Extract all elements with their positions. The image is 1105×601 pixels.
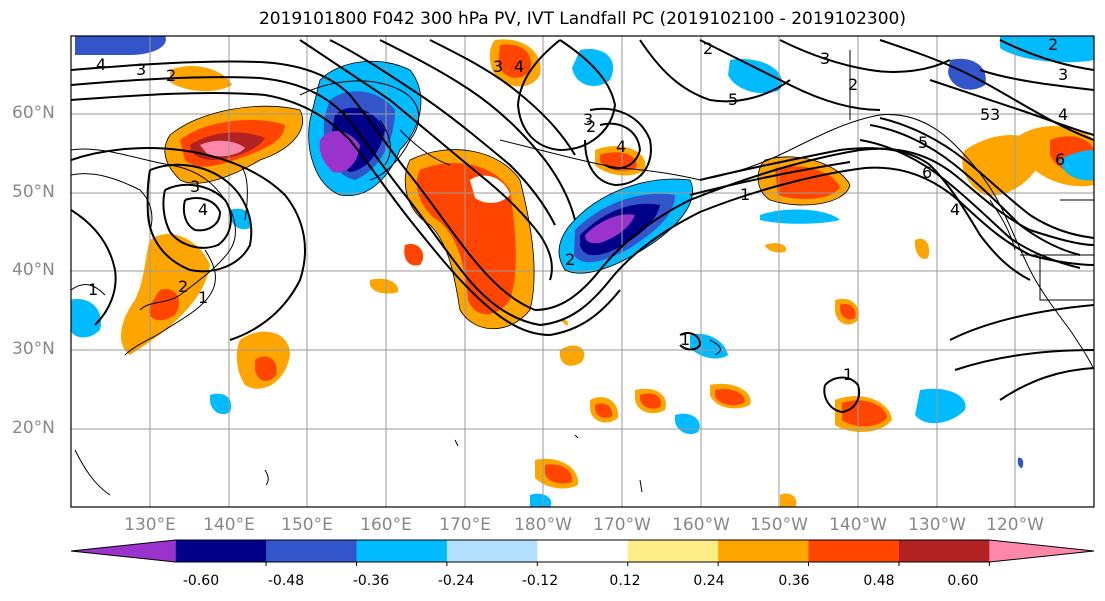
lat-label-20n: 20°N <box>12 418 55 438</box>
contour-label: 2 <box>703 39 713 58</box>
contour-label: 2 <box>1048 35 1058 54</box>
colorbar-tick-label: 0.36 <box>778 573 810 589</box>
contour-label: 4 <box>514 57 524 76</box>
lon-label-130e: 130°E <box>124 515 176 535</box>
lon-label-150e: 150°E <box>281 515 333 535</box>
contour-label: 1 <box>88 280 98 299</box>
contour-label: 4 <box>96 55 106 74</box>
contour-label: 2 <box>565 250 575 269</box>
colorbar-tick-label: -0.48 <box>267 573 305 589</box>
colorbar-extend-max <box>989 540 1094 562</box>
contour-label: 1 <box>198 288 208 307</box>
lon-label-160e: 160°E <box>360 515 412 535</box>
map-title: 2019101800 F042 300 hPa PV, IVT Landfall… <box>258 9 906 29</box>
contour-label: 3 <box>1058 65 1068 84</box>
contour-labels: 4 3 2 2 3 2 3 4 5 3 4 2 1 2 1 1 2 3 4 5 … <box>88 35 1068 384</box>
contour-label: 6 <box>1055 150 1065 169</box>
colorbar-tick-label: -0.12 <box>521 573 559 589</box>
lat-label-50n: 50°N <box>12 182 55 202</box>
lat-label-40n: 40°N <box>12 260 55 280</box>
lon-label-140w: 140°W <box>829 515 887 535</box>
graticule <box>71 36 1094 507</box>
colorbar-segment <box>898 540 990 562</box>
contour-label: 4 <box>198 200 208 219</box>
colorbar-tick-label: -0.24 <box>437 573 475 589</box>
colorbar-tick-label: 0.60 <box>947 573 979 589</box>
colorbar <box>70 539 1095 566</box>
colorbar-outline <box>70 539 1095 563</box>
colorbar-tick-label: -0.36 <box>352 573 390 589</box>
colorbar-tick-label: 0.12 <box>609 573 641 589</box>
map-plot-area: 4 3 2 2 3 2 3 4 5 3 4 2 1 2 1 1 2 3 4 5 … <box>71 35 1094 507</box>
contour-label: 3 <box>190 177 200 196</box>
contour-label: 6 <box>922 163 932 182</box>
coastlines <box>71 50 1094 496</box>
colorbar-tick-label: 0.48 <box>863 573 895 589</box>
colorbar-segment <box>537 540 629 562</box>
colorbar-segment <box>718 540 810 562</box>
contour-label: 3 <box>820 49 830 68</box>
colorbar-segment <box>175 540 267 562</box>
colorbar-segment <box>808 540 900 562</box>
colorbar-extend-min <box>71 540 176 562</box>
lon-label-160w: 160°W <box>672 515 730 535</box>
contour-label: 2 <box>178 277 188 296</box>
colorbar-segment <box>446 540 538 562</box>
contour-label: 5 <box>728 90 738 109</box>
pv-contour-lines <box>164 60 851 330</box>
contour-label: 2 <box>848 75 858 94</box>
contour-label: 4 <box>1058 105 1068 124</box>
lon-label-140e: 140°E <box>203 515 255 535</box>
contour-label: 3 <box>493 57 503 76</box>
lat-label-60n: 60°N <box>12 103 55 123</box>
lon-label-180w: 180°W <box>514 515 572 535</box>
plot-border <box>70 35 1095 508</box>
contour-label: 1 <box>680 330 690 349</box>
colorbar-tick-label: 0.24 <box>693 573 725 589</box>
lon-label-130w: 130°W <box>908 515 966 535</box>
contour-label: 4 <box>950 200 960 219</box>
lon-label-170e: 170°E <box>439 515 491 535</box>
ivt-contours <box>71 39 1094 414</box>
lon-label-170w: 170°W <box>593 515 651 535</box>
contour-label: 4 <box>616 137 626 156</box>
colorbar-segment <box>627 540 719 562</box>
contour-label: 1 <box>740 185 750 204</box>
lon-label-120w: 120°W <box>986 515 1044 535</box>
colorbar-segment <box>266 540 357 562</box>
contour-label: 5 <box>918 133 928 152</box>
lat-label-30n: 30°N <box>12 339 55 359</box>
contour-label: 3 <box>136 60 146 79</box>
contour-label: 3 <box>583 110 593 129</box>
contour-label: 2 <box>586 117 596 136</box>
contour-label: 3 <box>990 105 1000 124</box>
colorbar-segment <box>356 540 448 562</box>
colorbar-tick-label: -0.60 <box>182 573 220 589</box>
lon-label-150w: 150°W <box>750 515 808 535</box>
contour-label: 2 <box>166 66 176 85</box>
contour-label: 5 <box>980 105 990 124</box>
contour-label: 1 <box>843 365 853 384</box>
